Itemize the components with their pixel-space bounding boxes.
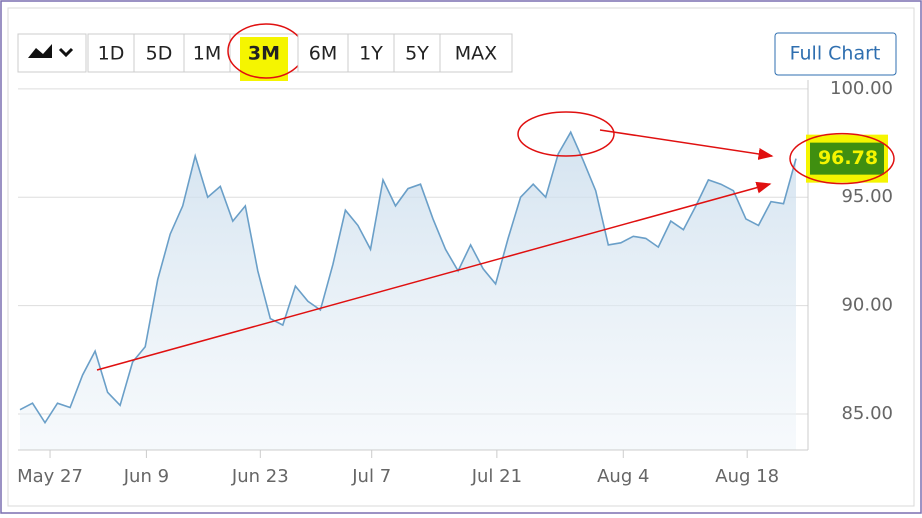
area-fill [20, 132, 796, 450]
x-tick-label: Jun 23 [231, 466, 289, 487]
card [7, 7, 915, 507]
y-tick-label: 90.00 [841, 295, 893, 316]
x-tick-label: Jun 9 [123, 466, 169, 487]
price-line [19, 130, 797, 425]
range-button[interactable] [297, 33, 349, 73]
annotations [96, 111, 774, 371]
range-button[interactable] [393, 33, 441, 73]
y-tick-label: 100.00 [830, 78, 893, 99]
x-tick-label: Aug 18 [715, 466, 779, 487]
y-tick-label: 85.00 [841, 403, 893, 424]
range-button[interactable] [183, 33, 231, 73]
full-chart-label[interactable]: Full Chart [790, 43, 881, 65]
range-label[interactable]: 1D [98, 43, 125, 65]
x-tick-label: Jul 7 [351, 466, 391, 487]
price-box [810, 142, 884, 175]
current-price: 96.78 [818, 147, 878, 169]
highlight [240, 37, 288, 81]
price-circle [789, 132, 895, 185]
peak-arrow [599, 129, 774, 160]
x-tick-label: Jul 21 [471, 466, 522, 487]
x-tick-label: Aug 4 [597, 466, 649, 487]
range-button[interactable] [87, 33, 135, 73]
range-label[interactable]: 5Y [405, 43, 429, 65]
range-button[interactable] [439, 33, 513, 73]
range-button[interactable] [347, 33, 395, 73]
range-label[interactable]: 1Y [359, 43, 383, 65]
range-label[interactable]: MAX [455, 43, 497, 65]
toolbar: 1D 5D 1M 3M 6M 1Y 5Y MAX Full Chart [17, 23, 897, 81]
peak-circle [517, 111, 615, 157]
trend-arrow [96, 181, 772, 371]
range-label[interactable]: 5D [146, 43, 173, 65]
dropdown-icon [58, 47, 74, 58]
range-label[interactable]: 3M [248, 43, 280, 65]
x-tick-label: May 27 [17, 466, 83, 487]
range-label[interactable]: 1M [193, 43, 221, 65]
range-label[interactable]: 6M [309, 43, 337, 65]
chart-type-icon [28, 44, 52, 58]
full-chart-button[interactable] [774, 32, 897, 76]
plot-area [18, 88, 808, 450]
y-tick-label: 95.00 [841, 186, 893, 207]
